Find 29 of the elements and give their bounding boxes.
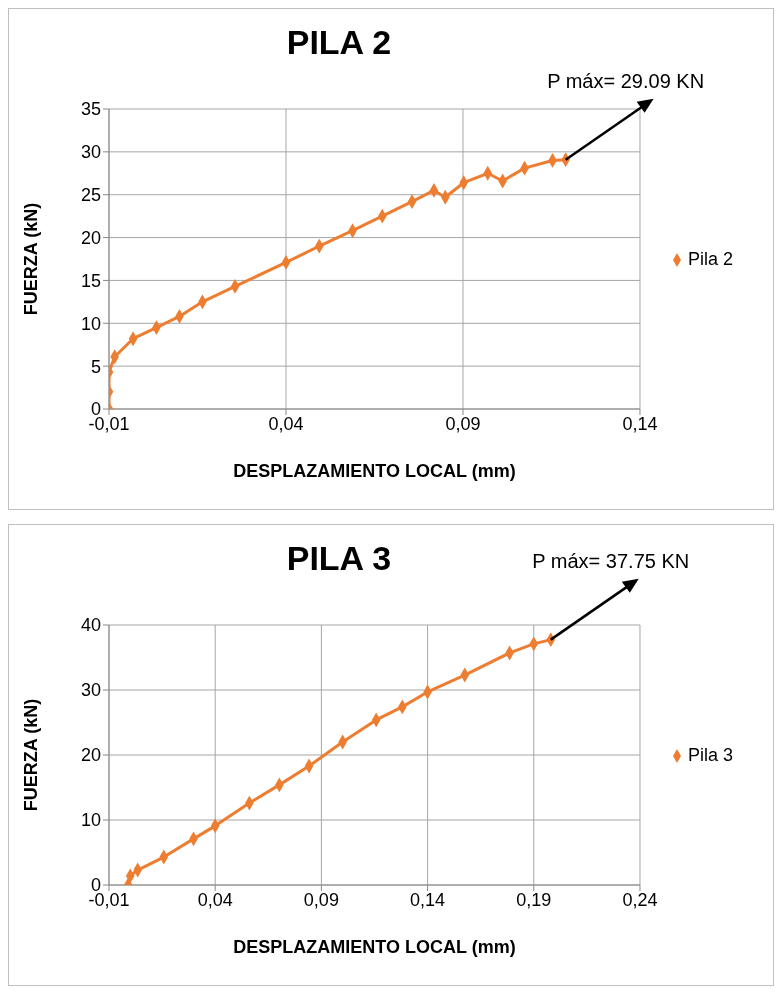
y-tick-label: 40: [80, 615, 101, 636]
chart-title: PILA 2: [285, 23, 393, 62]
annotation: P máx= 37.75 KN: [532, 549, 690, 572]
annotation: P máx= 29.09 KN: [547, 69, 705, 92]
x-tick-label: 0,14: [622, 413, 658, 434]
chart-title: PILA 3: [286, 539, 392, 577]
y-tick-label: 25: [80, 185, 101, 206]
x-tick-label: 0,09: [303, 889, 339, 910]
y-tick-label: 5: [90, 356, 101, 377]
y-tick-label: 10: [80, 313, 101, 334]
x-tick-label: 0,09: [445, 413, 481, 434]
y-tick-label: 35: [80, 99, 101, 120]
y-tick-label: 30: [80, 142, 101, 163]
y-tick-label: 15: [80, 270, 101, 291]
x-tick-label: 0,24: [622, 889, 658, 910]
x-tick-label: 0,14: [410, 889, 446, 910]
y-tick-label: 10: [80, 810, 101, 831]
y-tick-label: 30: [80, 680, 101, 701]
y-axis-title: FUERZA (kN): [21, 698, 42, 812]
y-axis-title: FUERZA (kN): [21, 202, 42, 316]
legend-label: Pila 3: [687, 744, 733, 765]
x-tick-label: 0,04: [268, 413, 304, 434]
x-tick-label: 0,19: [516, 889, 552, 910]
x-axis-title: DESPLAZAMIENTO LOCAL (mm): [233, 461, 516, 481]
x-tick-label: 0,04: [197, 889, 233, 910]
legend-label: Pila 2: [687, 248, 733, 269]
y-tick-label: 20: [80, 745, 101, 766]
x-axis-title: DESPLAZAMIENTO LOCAL (mm): [233, 937, 516, 957]
y-tick-label: 20: [80, 227, 101, 248]
